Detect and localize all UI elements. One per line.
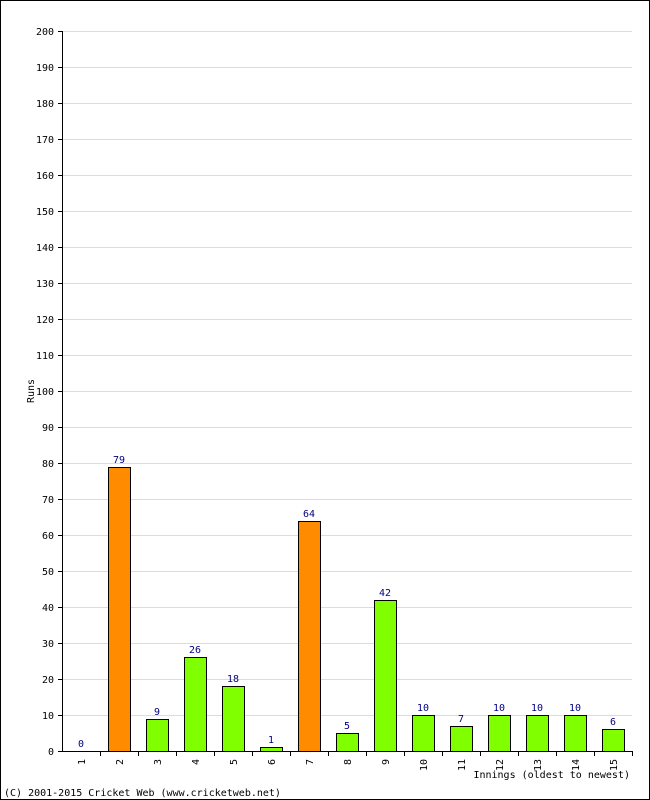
bar-value-label: 26 — [189, 645, 201, 656]
bar-value-label: 5 — [344, 721, 350, 732]
x-tick-label: 4 — [191, 759, 202, 765]
y-tick-label: 0 — [48, 747, 54, 758]
bar — [108, 467, 131, 752]
bar-value-label: 6 — [610, 717, 616, 728]
bar — [260, 747, 283, 752]
y-tick-label: 30 — [42, 639, 54, 650]
bar-value-label: 79 — [113, 455, 125, 466]
x-tick-label: 9 — [381, 759, 392, 765]
bars: 0 79 9 26 18 1 64 5 42 10 7 10 10 10 6 — [78, 455, 625, 752]
x-tick-label: 8 — [343, 759, 354, 765]
copyright-notice: (C) 2001-2015 Cricket Web (www.cricketwe… — [4, 788, 281, 799]
y-tick-label: 90 — [42, 423, 54, 434]
x-axis-label: Innings (oldest to newest) — [473, 770, 630, 781]
y-tick-label: 150 — [36, 207, 54, 218]
bar-value-label: 42 — [379, 588, 391, 599]
bar-value-label: 0 — [78, 739, 84, 750]
x-tick-label: 2 — [115, 759, 126, 765]
y-tick-label: 50 — [42, 567, 54, 578]
bar — [374, 600, 397, 752]
bar-value-label: 10 — [493, 703, 505, 714]
bar — [450, 726, 473, 752]
x-tick-label: 12 — [495, 759, 506, 771]
y-tick-label: 160 — [36, 171, 54, 182]
x-tick-label: 10 — [419, 759, 430, 771]
x-tick-label: 15 — [609, 759, 620, 771]
y-tick-label: 180 — [36, 99, 54, 110]
y-tick-label: 120 — [36, 315, 54, 326]
y-tick-label: 40 — [42, 603, 54, 614]
bar — [298, 521, 321, 752]
x-tick-label: 1 — [77, 759, 88, 765]
bar — [564, 715, 587, 752]
bar-value-label: 18 — [227, 674, 239, 685]
x-tick-label: 7 — [305, 759, 316, 765]
y-tick-label: 170 — [36, 135, 54, 146]
bar — [488, 715, 511, 752]
bar-value-label: 10 — [531, 703, 543, 714]
y-tick-label: 190 — [36, 63, 54, 74]
y-tick-label: 130 — [36, 279, 54, 290]
bar — [412, 715, 435, 752]
bar-value-label: 9 — [154, 707, 160, 718]
y-tick-label: 80 — [42, 459, 54, 470]
bar-value-label: 7 — [458, 714, 464, 725]
axes: 0102030405060708090100110120130140150160… — [36, 27, 633, 771]
y-tick-label: 10 — [42, 711, 54, 722]
y-tick-label: 100 — [36, 387, 54, 398]
x-tick-label: 3 — [153, 759, 164, 765]
y-tick-label: 110 — [36, 351, 54, 362]
bar — [184, 657, 207, 752]
bar — [526, 715, 549, 752]
y-axis-label: Runs — [26, 379, 37, 403]
y-tick-label: 20 — [42, 675, 54, 686]
y-tick-label: 140 — [36, 243, 54, 254]
bar — [222, 686, 245, 752]
bar — [336, 733, 359, 752]
bar — [602, 729, 625, 752]
y-tick-label: 70 — [42, 495, 54, 506]
y-tick-label: 200 — [36, 27, 54, 38]
bar-value-label: 64 — [303, 509, 315, 520]
x-tick-label: 14 — [571, 759, 582, 771]
grid-lines — [62, 31, 632, 716]
bar-value-label: 10 — [417, 703, 429, 714]
bar-value-label: 1 — [268, 735, 274, 746]
bar-value-label: 10 — [569, 703, 581, 714]
x-tick-label: 11 — [457, 759, 468, 771]
x-tick-label: 13 — [533, 759, 544, 771]
bar — [146, 719, 169, 752]
y-tick-label: 60 — [42, 531, 54, 542]
x-tick-label: 6 — [267, 759, 278, 765]
x-tick-label: 5 — [229, 759, 240, 765]
